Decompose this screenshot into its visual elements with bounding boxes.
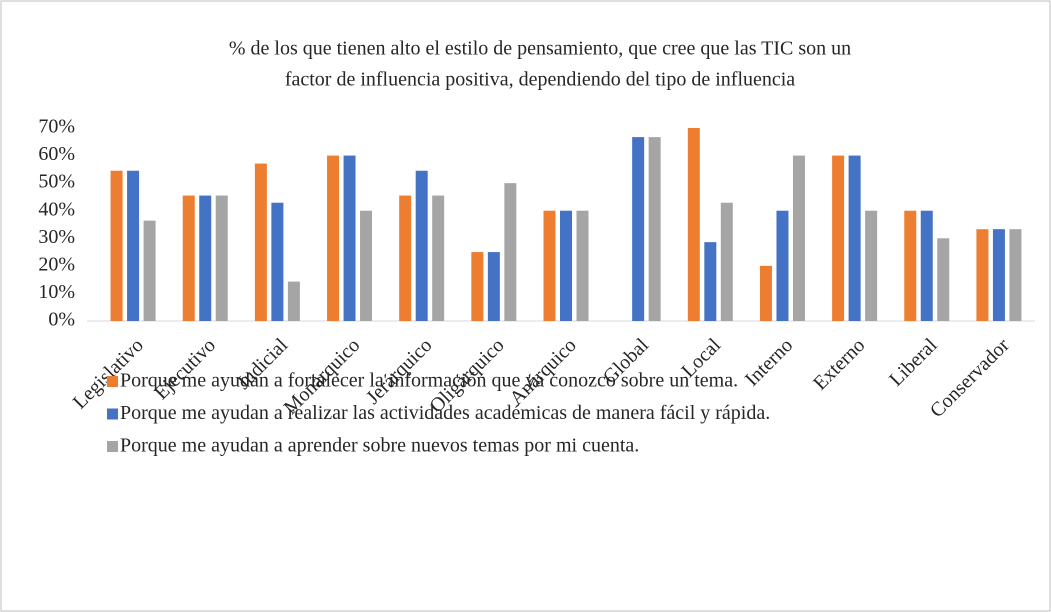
bar	[127, 170, 140, 321]
bar	[504, 183, 517, 321]
bar	[904, 210, 917, 321]
legend-label: Porque me ayudan a aprender sobre nuevos…	[120, 435, 639, 457]
bar	[415, 170, 428, 321]
y-tick-label: 30%	[38, 226, 75, 248]
bar	[182, 195, 195, 321]
bar	[432, 195, 445, 321]
legend-swatch	[107, 408, 118, 420]
y-tick-label: 40%	[38, 198, 75, 220]
bar	[992, 229, 1005, 321]
y-tick-label: 10%	[38, 281, 75, 303]
bar	[271, 202, 284, 321]
chart-title: factor de influencia positiva, dependien…	[285, 69, 795, 91]
y-tick-label: 20%	[38, 253, 75, 275]
bar	[704, 242, 717, 321]
bar	[560, 210, 572, 321]
bar	[687, 128, 700, 321]
bar	[776, 210, 789, 321]
bar	[471, 252, 484, 321]
bar	[360, 210, 373, 321]
bar	[848, 155, 861, 321]
bar	[976, 229, 989, 321]
bar	[1009, 229, 1022, 321]
bar	[215, 195, 228, 321]
y-tick-label: 50%	[38, 171, 75, 193]
bar	[543, 210, 556, 321]
bar	[110, 170, 123, 321]
bar	[920, 210, 933, 321]
bar	[254, 163, 267, 321]
y-tick-label: 60%	[38, 143, 75, 165]
bar	[143, 220, 156, 321]
bar	[720, 202, 733, 321]
bar	[759, 265, 772, 321]
legend-swatch	[107, 441, 118, 452]
bar	[576, 210, 589, 321]
legend-label: Porque me ayudan a fortalecer la informa…	[120, 370, 738, 392]
bar	[327, 155, 340, 321]
bar	[399, 195, 412, 321]
bar	[832, 155, 845, 321]
bar	[648, 137, 661, 321]
legend-label: Porque me ayudan a realizar las activida…	[120, 402, 770, 424]
bar	[792, 155, 805, 321]
chart-title: % de los que tienen alto el estilo de pe…	[229, 38, 851, 60]
y-tick-label: 70%	[38, 116, 75, 138]
bar	[632, 137, 645, 321]
bar	[199, 195, 212, 321]
bar	[937, 238, 950, 321]
y-tick-label: 0%	[48, 309, 75, 331]
bar	[865, 210, 878, 321]
bar	[487, 252, 500, 321]
bar	[343, 155, 356, 321]
legend-swatch	[107, 376, 118, 387]
bar	[287, 281, 300, 321]
